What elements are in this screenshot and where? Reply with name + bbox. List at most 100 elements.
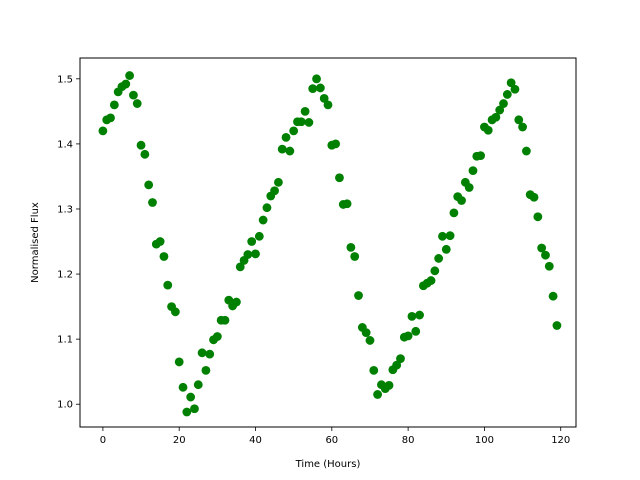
data-point (361, 328, 371, 338)
y-axis-label: Normalised Flux (30, 202, 41, 283)
data-point (533, 212, 543, 222)
y-tick-label: 1.0 (57, 400, 73, 411)
data-point (434, 254, 444, 263)
data-point (392, 360, 402, 370)
data-point (170, 307, 180, 317)
data-point (148, 198, 157, 207)
x-tick-label: 60 (325, 435, 338, 446)
data-point (552, 321, 562, 330)
data-point (354, 291, 363, 300)
data-point (331, 139, 341, 149)
data-point (468, 166, 478, 175)
data-point (178, 382, 188, 392)
data-point (312, 74, 321, 84)
data-point (522, 146, 531, 156)
y-tick-label: 1.1 (57, 335, 73, 346)
x-tick-label: 100 (475, 435, 494, 446)
data-point (304, 118, 314, 127)
data-point (186, 392, 196, 402)
y-tick-label: 1.2 (57, 270, 73, 281)
data-point (132, 99, 142, 108)
data-point (441, 244, 451, 254)
data-point (411, 326, 421, 336)
data-point (449, 208, 459, 218)
y-axis-ticks: 1.0 1.1 1.2 1.3 1.4 1.5 (57, 74, 80, 411)
data-point (335, 173, 344, 183)
data-point (285, 146, 295, 156)
data-point (212, 332, 222, 341)
data-point (300, 106, 310, 116)
data-point (426, 276, 436, 285)
data-point (190, 404, 199, 414)
data-point (476, 151, 486, 161)
data-point (205, 349, 215, 359)
x-tick-label: 120 (551, 435, 570, 446)
data-point (159, 252, 169, 261)
data-point (125, 71, 134, 80)
data-point (121, 79, 131, 89)
data-point (106, 113, 115, 123)
data-point (136, 140, 146, 150)
data-points (98, 71, 562, 417)
data-point (541, 250, 550, 260)
data-point (537, 243, 547, 253)
data-point (243, 250, 253, 259)
data-point (308, 84, 318, 93)
data-point (407, 311, 417, 321)
data-point (274, 177, 283, 187)
data-point (98, 126, 108, 136)
x-tick-label: 80 (402, 435, 415, 446)
data-point (373, 390, 382, 399)
data-point (251, 249, 260, 259)
data-point (235, 262, 245, 272)
data-point (247, 237, 257, 246)
data-point (140, 149, 150, 159)
data-point (262, 203, 272, 213)
data-point (518, 122, 527, 132)
data-point (457, 196, 466, 205)
data-point (529, 192, 539, 202)
data-point (197, 348, 207, 358)
data-point (319, 93, 329, 103)
y-tick-label: 1.5 (57, 74, 73, 85)
data-point (369, 365, 379, 375)
data-point (514, 115, 524, 125)
data-point (193, 380, 203, 390)
data-point (365, 336, 375, 345)
plot-frame (79, 57, 577, 428)
x-axis-label: Time (Hours) (295, 459, 361, 470)
data-point (323, 100, 333, 110)
data-point (495, 105, 505, 115)
data-point (277, 144, 287, 154)
data-point (464, 183, 474, 192)
data-point (258, 215, 268, 225)
data-point (548, 291, 558, 301)
data-point (232, 297, 241, 307)
data-point (544, 261, 554, 271)
x-tick-label: 0 (100, 435, 106, 446)
data-point (499, 99, 508, 108)
data-point (342, 199, 352, 209)
data-point (155, 237, 165, 246)
data-point (396, 354, 405, 364)
x-axis-ticks: 0 20 40 60 80 100 120 (100, 427, 570, 446)
data-point (163, 280, 173, 290)
data-point (174, 357, 184, 367)
data-point (109, 100, 119, 110)
data-point (220, 315, 230, 325)
data-point (281, 133, 291, 142)
data-point (144, 180, 154, 190)
data-point (182, 407, 192, 417)
data-point (289, 126, 299, 136)
data-point (438, 231, 447, 241)
data-point (430, 266, 440, 276)
x-tick-label: 20 (173, 435, 186, 446)
data-point (296, 117, 306, 127)
data-point (201, 365, 211, 375)
data-point (254, 231, 264, 241)
data-point (315, 83, 325, 93)
data-point (403, 331, 413, 341)
data-point (506, 78, 516, 88)
data-point (415, 310, 424, 320)
y-tick-label: 1.4 (57, 139, 73, 150)
